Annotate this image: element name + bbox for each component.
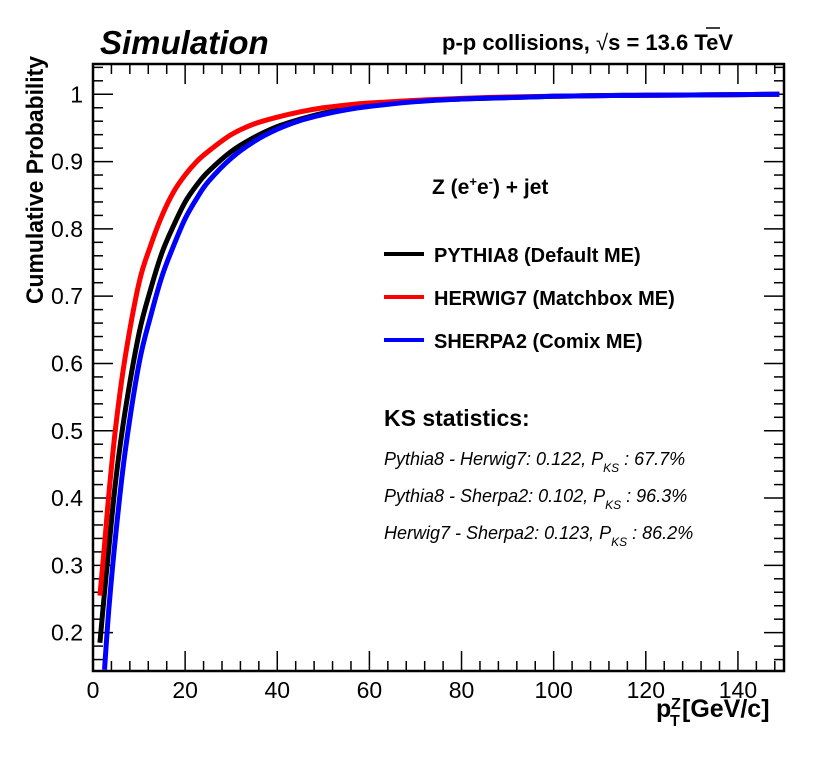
process-label-mid: e (477, 176, 489, 199)
y-tick-label: 0.7 (51, 283, 83, 309)
x-tick-label: 80 (449, 677, 475, 703)
ks-row-1-pre: Pythia8 - Herwig7: 0.122, P (384, 449, 603, 469)
y-tick-label: 1 (70, 81, 83, 107)
simulation-label: Simulation (100, 24, 269, 61)
ks-statistics: KS statistics: Pythia8 - Herwig7: 0.122,… (384, 405, 693, 549)
y-tick-label: 0.2 (51, 620, 83, 646)
y-axis-label: Cumulative Probability (22, 55, 49, 304)
plot-frame (91, 62, 786, 673)
energy-label: = 13.6 TeV (620, 30, 733, 55)
process-label-post: ) + jet (493, 176, 548, 199)
ks-row-3-pre: Herwig7 - Sherpa2: 0.123, P (384, 523, 611, 543)
x-tick-label: 140 (719, 677, 757, 703)
x-tick-label: 20 (172, 677, 198, 703)
y-tick-label: 0.5 (51, 418, 83, 444)
x-tick-label: 60 (357, 677, 383, 703)
ks-row-2-sub: KS (605, 498, 621, 512)
ks-row-2-post: : 96.3% (621, 486, 687, 506)
ks-heading: KS statistics: (384, 405, 530, 431)
x-axis-label-units: [GeV/c] (682, 695, 770, 723)
legend-label-pythia8: PYTHIA8 (Default ME) (434, 245, 641, 267)
x-tick-label: 0 (87, 677, 100, 703)
ks-row-2: Pythia8 - Sherpa2: 0.102, PKS : 96.3% (384, 486, 687, 512)
x-tick-label: 40 (264, 677, 290, 703)
ks-row-1-post: : 67.7% (619, 449, 685, 469)
x-tick-label: 120 (627, 677, 665, 703)
collision-info: p-p collisions, √s = 13.6 TeV (442, 30, 733, 55)
y-tick-label: 0.4 (51, 485, 83, 511)
ks-row-1: Pythia8 - Herwig7: 0.122, PKS : 67.7% (384, 449, 685, 475)
y-tick-label: 0.8 (51, 216, 83, 242)
process-label-sup1: + (469, 174, 477, 189)
x-tick-label: 100 (534, 677, 572, 703)
axis-ticks (92, 64, 784, 671)
y-tick-label: 0.6 (51, 350, 83, 376)
ks-row-3-sub: KS (611, 535, 627, 549)
x-axis-label-sup: Z (671, 696, 681, 713)
series-line-sherpa2 (102, 91, 780, 670)
y-tick-label: 0.3 (51, 552, 83, 578)
collision-info-prefix: p-p collisions, (442, 30, 596, 55)
legend: PYTHIA8 (Default ME) HERWIG7 (Matchbox M… (384, 245, 675, 353)
x-axis-label: p (656, 695, 671, 723)
process-label-pre: Z (e (432, 176, 469, 199)
process-label: Z (e+e-) + jet (432, 174, 548, 199)
y-tick-label: 0.9 (51, 149, 83, 175)
x-axis-label-base: p (656, 695, 671, 723)
legend-label-sherpa2: SHERPA2 (Comix ME) (434, 331, 643, 353)
ks-row-3-post: : 86.2% (627, 523, 693, 543)
x-axis-label-sub: T (670, 713, 680, 730)
axis-tick-labels: 0 20 40 60 80 100 120 140 0.2 0.3 0.4 0.5 0.6 0.7 0.8 0… (51, 81, 757, 703)
legend-label-herwig7: HERWIG7 (Matchbox ME) (434, 288, 675, 310)
svg-text:Z (e+e-) + jet: Z (e+e-) + jet (432, 174, 548, 199)
process-label-sup2: - (489, 174, 493, 189)
ks-row-3: Herwig7 - Sherpa2: 0.123, PKS : 86.2% (384, 523, 693, 549)
sqrt-symbol: √ (596, 30, 609, 55)
curves (97, 91, 780, 670)
ks-row-1-sub: KS (603, 461, 619, 475)
ks-row-2-pre: Pythia8 - Sherpa2: 0.102, P (384, 486, 605, 506)
sqrt-s-label: s (608, 30, 620, 55)
